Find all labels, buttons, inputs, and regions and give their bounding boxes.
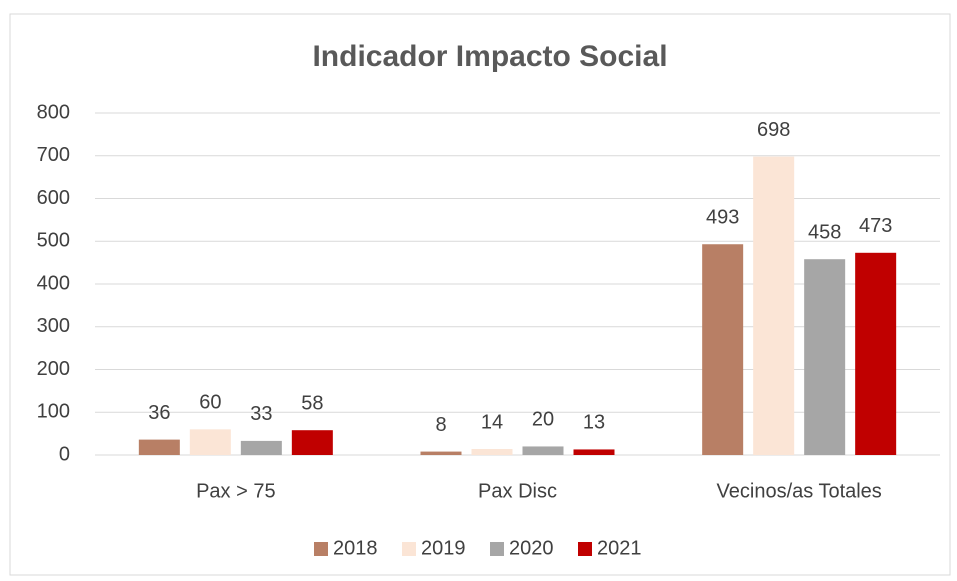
bar xyxy=(138,439,180,455)
legend-label: 2019 xyxy=(421,537,466,559)
data-label: 20 xyxy=(532,409,554,431)
data-label: 493 xyxy=(706,207,739,229)
x-tick-label: Pax > 75 xyxy=(196,480,276,502)
bar xyxy=(753,156,795,456)
data-label: 8 xyxy=(435,414,446,436)
data-label: 698 xyxy=(757,119,790,141)
x-tick-label: Vecinos/as Totales xyxy=(717,480,882,502)
legend-label: 2018 xyxy=(333,537,378,559)
y-tick-label: 400 xyxy=(37,272,70,294)
legend-swatch xyxy=(314,542,328,556)
data-label: 458 xyxy=(808,221,841,243)
legend-swatch xyxy=(578,542,592,556)
data-label: 473 xyxy=(859,215,892,237)
y-tick-label: 300 xyxy=(37,315,70,337)
data-label: 14 xyxy=(481,411,503,433)
legend-swatch xyxy=(402,542,416,556)
y-tick-label: 100 xyxy=(37,401,70,423)
bar xyxy=(522,446,564,455)
bar xyxy=(291,430,333,455)
bar xyxy=(189,429,231,455)
legend-swatch xyxy=(490,542,504,556)
legend-label: 2020 xyxy=(509,537,554,559)
y-tick-label: 200 xyxy=(37,358,70,380)
y-tick-label: 600 xyxy=(37,187,70,209)
data-label: 60 xyxy=(199,392,221,414)
y-tick-label: 700 xyxy=(37,144,70,166)
bar xyxy=(240,440,282,455)
data-label: 13 xyxy=(583,412,605,434)
bar xyxy=(573,449,615,455)
y-tick-label: 800 xyxy=(37,101,70,123)
bar xyxy=(471,449,513,455)
y-tick-label: 0 xyxy=(59,443,70,465)
data-label: 58 xyxy=(301,392,323,414)
x-tick-label: Pax Disc xyxy=(478,480,557,502)
bar xyxy=(702,244,744,455)
y-tick-label: 500 xyxy=(37,230,70,252)
chart-title: Indicador Impacto Social xyxy=(312,40,667,73)
bar xyxy=(420,451,462,455)
bar xyxy=(804,259,846,455)
data-label: 33 xyxy=(250,403,272,425)
legend-label: 2021 xyxy=(597,537,642,559)
data-label: 36 xyxy=(148,402,170,424)
bar xyxy=(855,252,897,455)
